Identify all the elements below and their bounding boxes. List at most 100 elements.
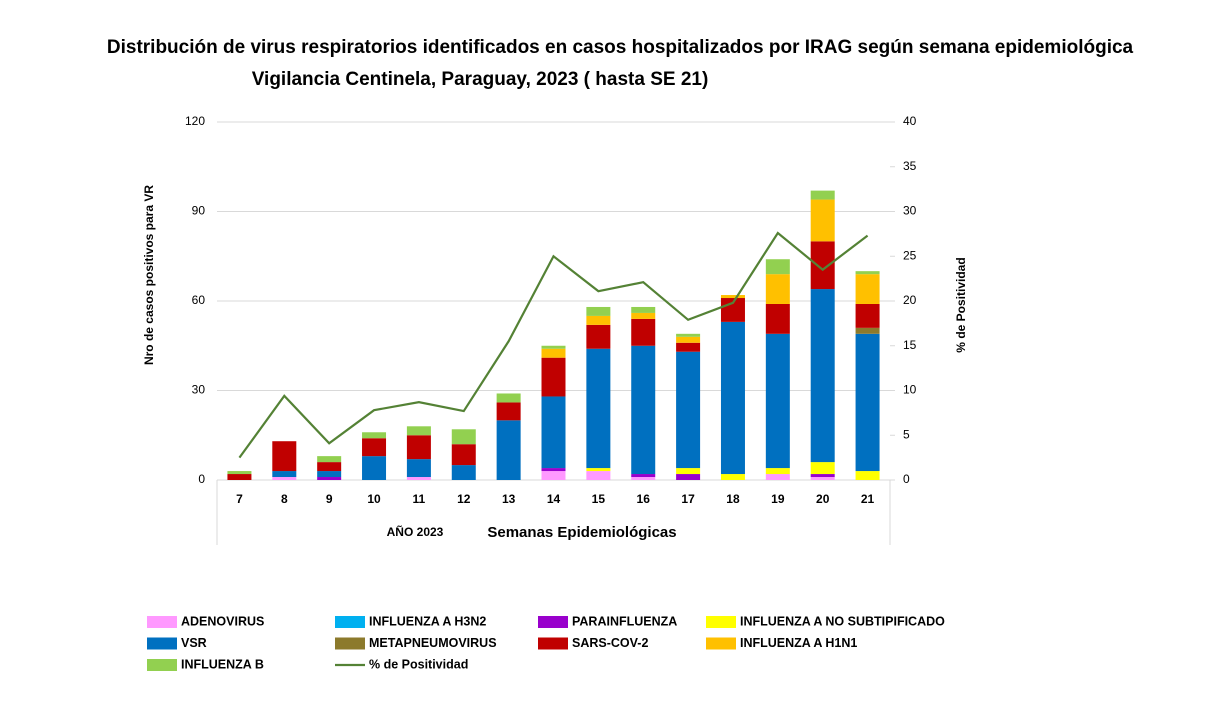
- bar-segment: [496, 402, 521, 421]
- legend-swatch: [538, 637, 568, 650]
- bar-segment: [855, 327, 880, 334]
- bar-segment: [272, 441, 297, 472]
- y2-tick-label: 30: [903, 204, 917, 218]
- bar-segment: [362, 438, 387, 457]
- bar-segment: [406, 435, 431, 460]
- line-series: [238, 231, 869, 459]
- y2-tick-label: 5: [903, 427, 910, 441]
- y-axis-label: Nro de casos positivos para VR: [142, 185, 156, 365]
- bar-segment: [586, 348, 611, 469]
- x-tick-label: 10: [367, 492, 381, 506]
- bar-segment: [631, 318, 656, 346]
- y2-tick-label: 10: [903, 383, 917, 397]
- bar-segment: [855, 333, 880, 472]
- bar-segment: [810, 474, 835, 478]
- bar-segment: [227, 471, 252, 475]
- legend-label: METAPNEUMOVIRUS: [369, 636, 497, 650]
- bar-segment: [541, 345, 566, 349]
- bar-segment: [765, 333, 790, 469]
- bar-segment: [855, 471, 880, 480]
- y-tick-label: 0: [198, 472, 205, 486]
- bar-segment: [496, 393, 521, 403]
- y2-tick-label: 40: [903, 114, 917, 128]
- bar-segment: [810, 289, 835, 463]
- x-tick-label: 7: [236, 492, 243, 506]
- legend-swatch: [538, 616, 568, 628]
- bar-segment: [676, 336, 701, 343]
- y2-tick-label: 0: [903, 472, 910, 486]
- bar-segment: [317, 462, 342, 472]
- bar-segment: [810, 199, 835, 242]
- bar-segment: [720, 474, 745, 480]
- x-tick-label: 15: [592, 492, 606, 506]
- bar-segment: [272, 477, 297, 480]
- x-tick-label: 12: [457, 492, 471, 506]
- bar-segment: [586, 468, 611, 472]
- bar-segment: [406, 477, 431, 480]
- bar-segment: [810, 241, 835, 290]
- bar-segment: [855, 274, 880, 304]
- bar-segment: [810, 190, 835, 200]
- x-group-label: AÑO 2023: [387, 524, 444, 539]
- legend-label: PARAINFLUENZA: [572, 614, 677, 628]
- bar-segment: [676, 333, 701, 337]
- bar-segment: [765, 259, 790, 275]
- x-tick-label: 21: [861, 492, 875, 506]
- bar-segment: [631, 477, 656, 480]
- y2-tick-label: 20: [903, 293, 917, 307]
- bar-segment: [765, 474, 790, 480]
- legend-label: INFLUENZA A NO SUBTIPIFICADO: [740, 614, 945, 628]
- bar-segment: [765, 303, 790, 334]
- x-tick-label: 17: [681, 492, 695, 506]
- bar-segment: [586, 471, 611, 480]
- x-tick-label: 14: [547, 492, 561, 506]
- y-tick-label: 90: [192, 204, 206, 218]
- bar-segment: [676, 351, 701, 469]
- x-tick-label: 11: [413, 492, 426, 506]
- bar-segment: [765, 468, 790, 475]
- bar-segment: [541, 348, 566, 358]
- legend-swatch: [147, 637, 177, 650]
- bar-segment: [720, 321, 745, 475]
- y-tick-label: 120: [185, 114, 205, 128]
- bar-segment: [496, 420, 521, 480]
- bar-segment: [541, 471, 566, 480]
- bar-segment: [541, 468, 566, 472]
- bar-segment: [541, 357, 566, 397]
- bar-segment: [272, 471, 297, 478]
- bar-segment: [631, 306, 656, 313]
- x-tick-label: 13: [502, 492, 516, 506]
- bar-segment: [451, 465, 476, 480]
- y2-tick-label: 15: [903, 338, 917, 352]
- bar-segment: [541, 396, 566, 469]
- bar-segment: [855, 271, 880, 275]
- legend-label: INFLUENZA B: [181, 657, 264, 671]
- legend-label: INFLUENZA A H3N2: [369, 614, 486, 628]
- x-tick-label: 8: [281, 492, 288, 506]
- legend-swatch: [147, 659, 177, 671]
- legend-swatch: [335, 637, 365, 650]
- bar-segment: [810, 477, 835, 480]
- bar-segment: [676, 474, 701, 480]
- bar-segment: [631, 474, 656, 478]
- bar-segment: [810, 462, 835, 475]
- bar-segment: [586, 315, 611, 325]
- bar-segment: [317, 471, 342, 478]
- bar-segment: [631, 345, 656, 475]
- x-tick-label: 18: [726, 492, 740, 506]
- bar-segment: [855, 303, 880, 328]
- x-tick-label: 16: [637, 492, 651, 506]
- bar-segment: [720, 295, 745, 299]
- legend-swatch: [706, 616, 736, 628]
- x-axis-label: Semanas Epidemiológicas: [487, 524, 676, 541]
- bar-segment: [317, 456, 342, 463]
- bar-segment: [631, 312, 656, 319]
- y-tick-label: 30: [192, 383, 206, 397]
- legend-label: % de Positividad: [369, 657, 468, 671]
- legend-swatch: [147, 616, 177, 628]
- bar-segment: [451, 429, 476, 445]
- bar-segment: [676, 468, 701, 475]
- chart-title: Distribución de virus respiratorios iden…: [107, 37, 1134, 58]
- legend-label: INFLUENZA A H1N1: [740, 636, 857, 650]
